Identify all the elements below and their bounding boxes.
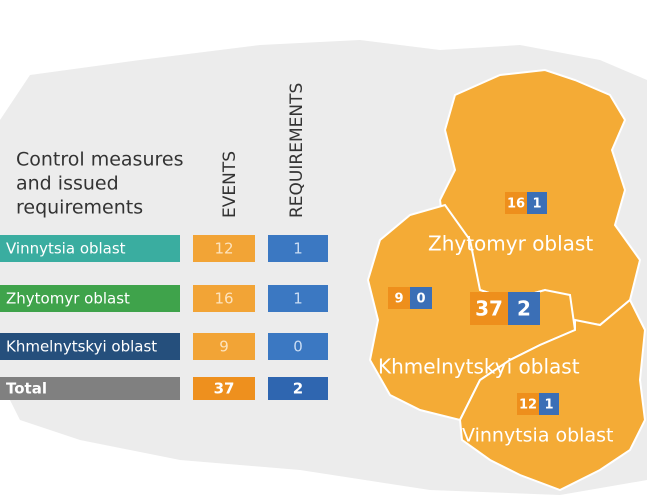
region-name: Zhytomyr oblast [428, 232, 593, 256]
badge-value: 1 [532, 197, 541, 212]
requirements-value: 2 [293, 380, 303, 398]
table-title: Control measures [16, 149, 183, 171]
events-box [193, 235, 255, 262]
badge-value: 12 [519, 398, 537, 413]
row-label-box [0, 333, 180, 360]
row-label-box [0, 377, 180, 400]
region-name: Vinnytsia oblast [462, 425, 613, 447]
requirements-box [268, 285, 328, 312]
row-label-box [0, 235, 180, 262]
requirements-value: 0 [293, 338, 303, 356]
requirements-badge [527, 192, 547, 214]
events-value: 9 [219, 338, 229, 356]
badge-value: 2 [517, 297, 531, 321]
events-box [193, 285, 255, 312]
requirements-value: 1 [293, 240, 303, 258]
badge-value: 1 [544, 398, 553, 413]
events-badge [505, 192, 527, 214]
requirements-box [268, 377, 328, 400]
requirements-badge [539, 393, 559, 415]
row-label: Vinnytsia oblast [6, 240, 126, 258]
events-badge [517, 393, 539, 415]
column-header: REQUIREMENTS [287, 83, 307, 218]
requirements-value: 1 [293, 290, 303, 308]
table-title: requirements [16, 197, 143, 219]
badge-value: 37 [475, 297, 503, 321]
row-label-box [0, 285, 180, 312]
column-header: EVENTS [220, 151, 240, 218]
events-box [193, 377, 255, 400]
requirements-badge [410, 287, 432, 309]
events-value: 37 [214, 380, 235, 398]
events-value: 12 [214, 240, 233, 258]
requirements-box [268, 235, 328, 262]
badge-value: 9 [394, 292, 403, 307]
table-title: and issued [16, 173, 119, 195]
badge-value: 0 [416, 292, 425, 307]
requirements-box [268, 333, 328, 360]
events-box [193, 333, 255, 360]
events-badge [388, 287, 410, 309]
events-badge [470, 292, 508, 325]
events-value: 16 [214, 290, 233, 308]
row-label: Khmelnytskyi oblast [6, 338, 157, 356]
row-label: Zhytomyr oblast [6, 290, 130, 308]
requirements-badge [508, 292, 540, 325]
badge-value: 16 [507, 197, 525, 212]
map-labels: 16 1 Zhytomyr oblast 9 0 37 2 Khmelnytsk… [378, 192, 613, 447]
table: Control measures and issued requirements… [0, 83, 328, 400]
region-name: Khmelnytskyi oblast [378, 355, 580, 379]
row-label: Total [6, 380, 47, 398]
